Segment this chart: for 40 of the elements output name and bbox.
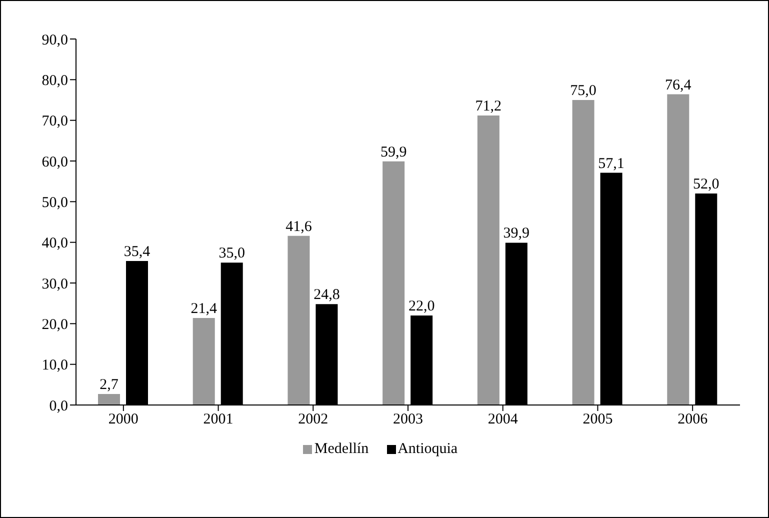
- y-tick-label: 30,0: [42, 276, 68, 292]
- legend-label: Medellín: [313, 441, 369, 458]
- x-tick-label: 2003: [393, 412, 423, 428]
- y-tick-label: 50,0: [42, 194, 68, 211]
- data-label: 75,0: [570, 83, 596, 99]
- x-tick-label: 2002: [298, 412, 328, 428]
- y-tick-label: 40,0: [42, 236, 68, 252]
- y-tick-label: 20,0: [42, 316, 68, 333]
- data-label: 59,9: [380, 144, 407, 160]
- data-label: 52,0: [693, 176, 720, 193]
- y-tick-label: 70,0: [42, 114, 68, 130]
- y-tick-label: 10,0: [42, 358, 68, 374]
- x-tick-label: 2000: [108, 412, 138, 428]
- data-label: 41,6: [286, 218, 312, 235]
- bar: [572, 100, 594, 405]
- data-label: 39,9: [503, 226, 530, 242]
- data-label: 57,1: [598, 156, 624, 172]
- data-label: 2,7: [100, 377, 119, 394]
- data-label: 76,4: [665, 77, 692, 94]
- data-label: 35,0: [218, 246, 245, 262]
- x-tick-label: 2004: [488, 412, 518, 428]
- data-label: 22,0: [408, 298, 435, 315]
- bar: [98, 394, 120, 405]
- x-tick-label: 2005: [582, 412, 613, 428]
- bar: [667, 94, 690, 405]
- y-tick-label: 90,0: [42, 32, 68, 48]
- bar: [192, 318, 215, 405]
- data-label: 35,4: [124, 244, 151, 260]
- y-tick-label: 0,0: [49, 398, 68, 414]
- legend-label: Antioquia: [396, 441, 458, 458]
- bar: [382, 161, 405, 405]
- data-label: 71,2: [475, 98, 502, 114]
- data-label: 24,8: [314, 287, 340, 304]
- x-tick-label: 2001: [203, 412, 234, 428]
- data-label: 21,4: [190, 300, 218, 317]
- x-tick-label: 2006: [678, 412, 708, 428]
- y-tick-label: 80,0: [42, 72, 68, 89]
- y-tick-label: 60,0: [42, 154, 68, 170]
- bar: [477, 115, 500, 405]
- bar: [288, 236, 310, 405]
